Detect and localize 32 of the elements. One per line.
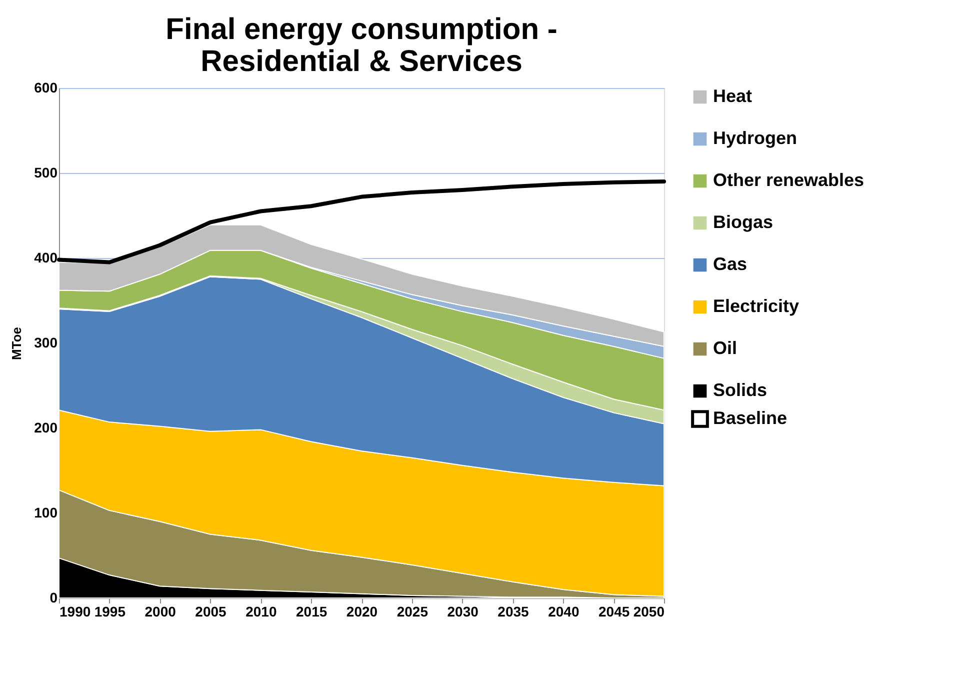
y-tick-label: 500 bbox=[34, 164, 58, 180]
legend-label: Biogas bbox=[713, 212, 774, 232]
y-tick-label: 0 bbox=[50, 590, 58, 606]
y-tick-label: 400 bbox=[34, 250, 58, 266]
x-tick-label: 1995 bbox=[94, 604, 126, 620]
x-tick-label: 2045 bbox=[598, 604, 630, 620]
legend-label: Solids bbox=[713, 380, 768, 400]
y-tick-label: 200 bbox=[34, 420, 58, 436]
y-tick-label: 100 bbox=[34, 504, 58, 520]
line-series bbox=[57, 180, 666, 264]
x-tick-label: 2040 bbox=[548, 604, 580, 620]
legend-label: Electricity bbox=[713, 296, 800, 316]
legend-label: Other renewables bbox=[713, 170, 864, 190]
x-tick-label: 2020 bbox=[346, 604, 378, 620]
x-tick-label: 2010 bbox=[246, 604, 277, 620]
x-tick-label: 1990 bbox=[60, 604, 91, 620]
chart-title: Final energy consumption - Residential & Services bbox=[166, 13, 558, 78]
x-tick-label: 2000 bbox=[144, 604, 176, 620]
x-tick-label: 2015 bbox=[296, 604, 328, 620]
legend-label: Oil bbox=[713, 338, 738, 358]
legend-label: Baseline bbox=[713, 408, 788, 428]
x-tick-label: 2005 bbox=[195, 604, 227, 620]
x-tick-label: 2050 bbox=[633, 604, 665, 620]
x-tick-label: 2030 bbox=[447, 604, 479, 620]
legend-label: Hydrogen bbox=[713, 128, 798, 148]
y-tick-label: 300 bbox=[34, 334, 58, 350]
legend-label: Gas bbox=[713, 254, 748, 274]
legend-label: Heat bbox=[713, 86, 752, 106]
x-tick-label: 2035 bbox=[498, 604, 530, 620]
y-axis-title: MToe bbox=[9, 327, 24, 360]
x-tick-label: 2025 bbox=[396, 604, 428, 620]
y-tick-label: 600 bbox=[34, 80, 58, 96]
